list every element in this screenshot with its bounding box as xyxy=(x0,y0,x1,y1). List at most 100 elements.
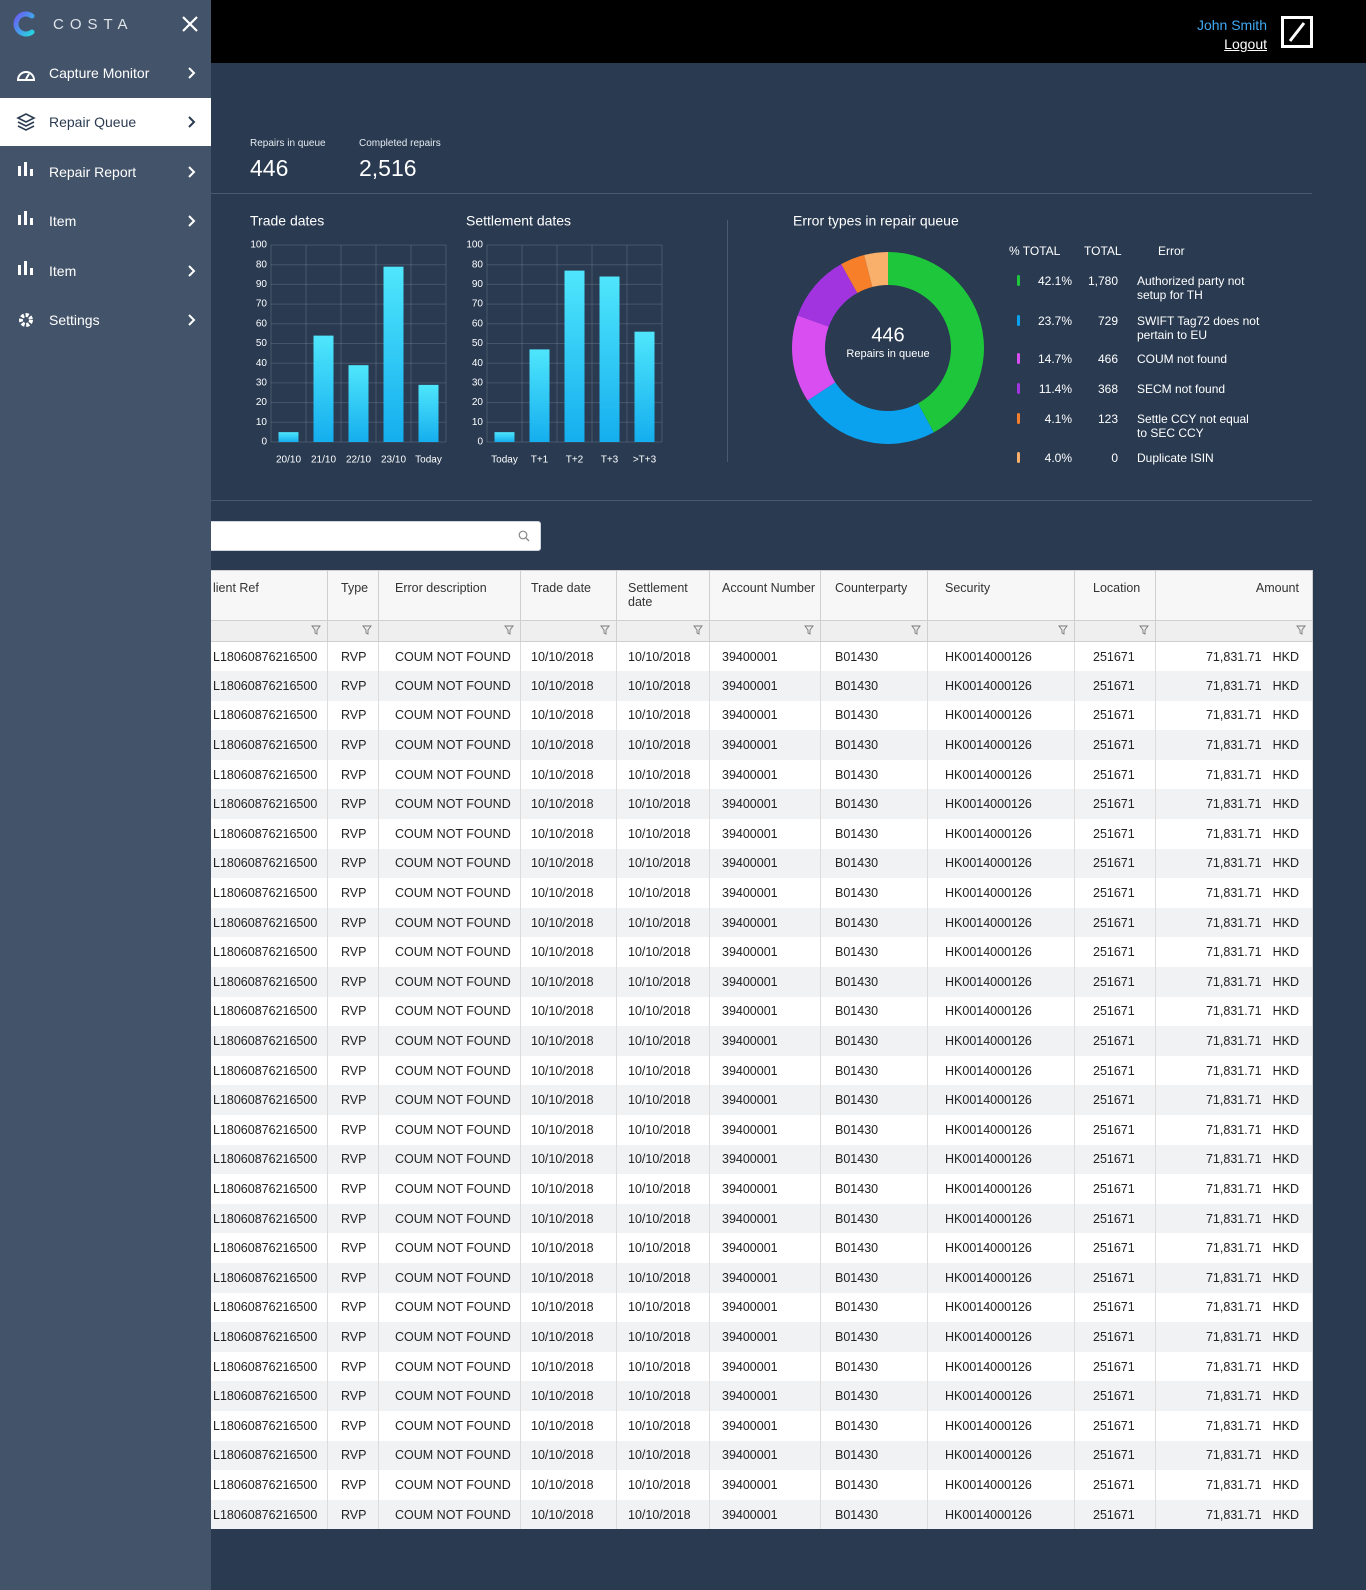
table-cell: HK0014000126 xyxy=(927,730,1075,760)
nav-item[interactable]: Capture Monitor xyxy=(0,49,211,97)
filter-icon[interactable] xyxy=(1296,625,1306,635)
user-name[interactable]: John Smith xyxy=(1196,17,1267,33)
table-cell: 39400001 xyxy=(709,1322,821,1352)
table-cell: 39400001 xyxy=(709,671,821,701)
table-row[interactable]: L18060876216500 RVP COUM NOT FOUND 10/10/20… xyxy=(160,1322,1313,1352)
table-cell: COUM NOT FOUND xyxy=(378,878,521,908)
amount: 71,831.71 xyxy=(1205,915,1262,930)
table-row[interactable]: L18060876216500 RVP COUM NOT FOUND 10/10/20… xyxy=(160,1381,1313,1411)
table-row[interactable]: L18060876216500 RVP COUM NOT FOUND 10/10/20… xyxy=(160,907,1313,938)
bar xyxy=(529,349,550,442)
amount-cell: 71,831.71 HKD xyxy=(1155,996,1313,1027)
bar xyxy=(599,276,620,442)
filter-icon[interactable] xyxy=(1139,625,1149,635)
filter-icon[interactable] xyxy=(362,625,372,635)
currency: HKD xyxy=(1272,708,1299,723)
table-cell: COUM NOT FOUND xyxy=(378,1262,521,1293)
table-row[interactable]: L18060876216500 RVP COUM NOT FOUND 10/10/20… xyxy=(160,1499,1313,1530)
x-tick-label: >T+3 xyxy=(633,455,657,466)
table-row[interactable]: L18060876216500 RVP COUM NOT FOUND 10/10/20… xyxy=(160,1174,1313,1204)
column-header[interactable]: Settlement date xyxy=(616,570,710,621)
column-header[interactable]: Error description xyxy=(378,570,521,621)
table-row[interactable]: L18060876216500 RVP COUM NOT FOUND 10/10/20… xyxy=(160,878,1313,908)
column-header[interactable]: Trade date xyxy=(520,570,617,621)
filter-row xyxy=(160,620,1313,642)
column-header[interactable]: Type xyxy=(327,570,379,621)
table-cell: B01430 xyxy=(820,1026,928,1056)
nav-item[interactable]: Repair Report xyxy=(0,148,211,196)
amount: 71,831.71 xyxy=(1205,738,1262,753)
table-row[interactable]: L18060876216500 RVP COUM NOT FOUND 10/10/20… xyxy=(160,1262,1313,1293)
currency: HKD xyxy=(1272,797,1299,812)
table-row[interactable]: L18060876216500 RVP COUM NOT FOUND 10/10/20… xyxy=(160,1085,1313,1115)
amount: 71,831.71 xyxy=(1205,1211,1262,1226)
amount-cell: 71,831.71 HKD xyxy=(1155,1440,1313,1471)
y-tick-label: 80 xyxy=(472,259,484,270)
close-button[interactable] xyxy=(181,15,199,33)
table-row[interactable]: L18060876216500 RVP COUM NOT FOUND 10/10/20… xyxy=(160,1440,1313,1471)
table-cell: B01430 xyxy=(820,1440,928,1471)
column-header[interactable]: Account Number xyxy=(709,570,821,621)
nav-item[interactable]: Item xyxy=(0,197,211,245)
currency: HKD xyxy=(1272,1507,1299,1522)
table-row[interactable]: L18060876216500 RVP COUM NOT FOUND 10/10/20… xyxy=(160,819,1313,849)
nav-item[interactable]: Item xyxy=(0,247,211,295)
column-header[interactable]: Counterparty xyxy=(820,570,928,621)
table-row[interactable]: L18060876216500 RVP COUM NOT FOUND 10/10/20… xyxy=(160,1144,1313,1175)
table-row[interactable]: L18060876216500 RVP COUM NOT FOUND 10/10/20… xyxy=(160,1203,1313,1234)
filter-icon[interactable] xyxy=(1058,625,1068,635)
table-row[interactable]: L18060876216500 RVP COUM NOT FOUND 10/10/20… xyxy=(160,1410,1313,1441)
column-header[interactable]: Security xyxy=(927,570,1075,621)
table-row[interactable]: L18060876216500 RVP COUM NOT FOUND 10/10/20… xyxy=(160,1233,1313,1263)
table-cell: COUM NOT FOUND xyxy=(378,907,521,938)
table-cell: 251671 xyxy=(1074,1174,1156,1204)
currency: HKD xyxy=(1272,738,1299,753)
filter-icon[interactable] xyxy=(504,625,514,635)
table-row[interactable]: L18060876216500 RVP COUM NOT FOUND 10/10/20… xyxy=(160,671,1313,701)
table-row[interactable]: L18060876216500 RVP COUM NOT FOUND 10/10/20… xyxy=(160,848,1313,879)
column-header[interactable]: Amount xyxy=(1155,570,1313,621)
nav-icon xyxy=(19,313,196,327)
amount-cell: 71,831.71 HKD xyxy=(1155,878,1313,908)
amount: 71,831.71 xyxy=(1205,1359,1262,1374)
filter-icon[interactable] xyxy=(600,625,610,635)
table-row[interactable]: L18060876216500 RVP COUM NOT FOUND 10/10/20… xyxy=(160,1351,1313,1382)
table-row[interactable]: L18060876216500 RVP COUM NOT FOUND 10/10/20… xyxy=(160,759,1313,790)
table-cell: 39400001 xyxy=(709,848,821,879)
filter-icon[interactable] xyxy=(693,625,703,635)
table-row[interactable]: L18060876216500 RVP COUM NOT FOUND 10/10/20… xyxy=(160,967,1313,997)
table-cell: 39400001 xyxy=(709,1174,821,1204)
table-row[interactable]: L18060876216500 RVP COUM NOT FOUND 10/10/20… xyxy=(160,730,1313,760)
table-row[interactable]: L18060876216500 RVP COUM NOT FOUND 10/10/20… xyxy=(160,1115,1313,1145)
nav-item[interactable]: Settings xyxy=(0,296,211,344)
table-row[interactable]: L18060876216500 RVP COUM NOT FOUND 10/10/20… xyxy=(160,789,1313,820)
table-row[interactable]: L18060876216500 RVP COUM NOT FOUND 10/10/20… xyxy=(160,1026,1313,1056)
filter-icon[interactable] xyxy=(311,625,321,635)
table-cell: 10/10/2018 xyxy=(616,1262,710,1293)
table-row[interactable]: L18060876216500 RVP COUM NOT FOUND 10/10/20… xyxy=(160,1292,1313,1323)
table-row[interactable]: L18060876216500 RVP COUM NOT FOUND 10/10/20… xyxy=(160,996,1313,1027)
nav-item[interactable]: Repair Queue xyxy=(0,98,211,146)
table-row[interactable]: L18060876216500 RVP COUM NOT FOUND 10/10/20… xyxy=(160,641,1313,672)
table-row[interactable]: L18060876216500 RVP COUM NOT FOUND 10/10/20… xyxy=(160,700,1313,731)
table-cell: 39400001 xyxy=(709,759,821,790)
y-tick-label: 10 xyxy=(256,417,268,428)
table-cell: RVP xyxy=(327,700,379,731)
column-header[interactable]: Location xyxy=(1074,570,1156,621)
table-row[interactable]: L18060876216500 RVP COUM NOT FOUND 10/10/20… xyxy=(160,937,1313,968)
filter-cell xyxy=(709,620,821,642)
table-cell: 251671 xyxy=(1074,1410,1156,1441)
filter-cell xyxy=(1155,620,1313,642)
amount: 71,831.71 xyxy=(1205,1477,1262,1492)
search-box[interactable] xyxy=(180,521,541,551)
y-tick-label: 20 xyxy=(472,397,484,408)
table-cell: COUM NOT FOUND xyxy=(378,700,521,731)
filter-icon[interactable] xyxy=(911,625,921,635)
table-cell: 10/10/2018 xyxy=(616,1351,710,1382)
filter-icon[interactable] xyxy=(804,625,814,635)
table-row[interactable]: L18060876216500 RVP COUM NOT FOUND 10/10/20… xyxy=(160,1055,1313,1086)
table-cell: 10/10/2018 xyxy=(520,848,617,879)
table-row[interactable]: L18060876216500 RVP COUM NOT FOUND 10/10/20… xyxy=(160,1470,1313,1500)
table-cell: 251671 xyxy=(1074,1470,1156,1500)
logout-link[interactable]: Logout xyxy=(1224,36,1267,52)
